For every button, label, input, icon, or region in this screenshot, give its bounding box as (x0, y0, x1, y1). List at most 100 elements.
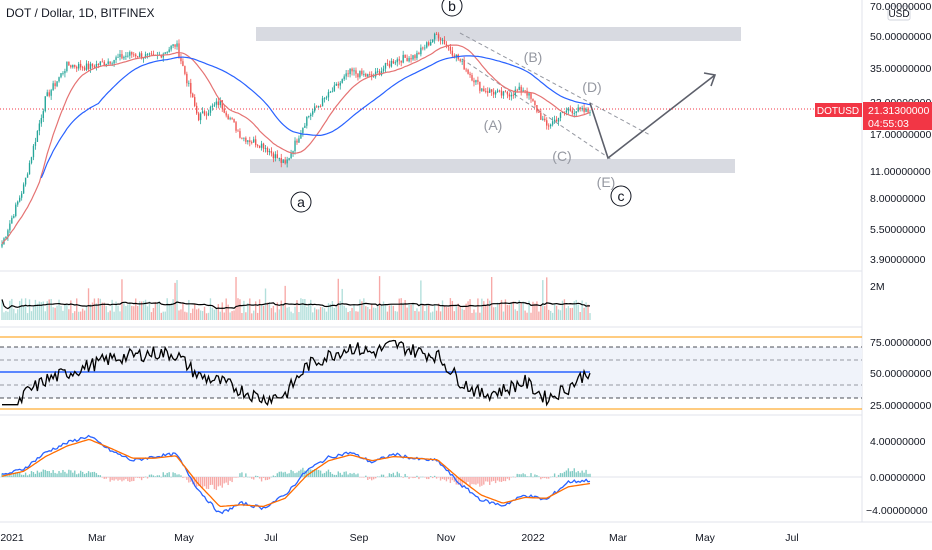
candle-up (494, 91, 497, 95)
macd-histogram-bar (262, 477, 265, 478)
volume-bar (471, 312, 473, 320)
candle-up (561, 112, 564, 114)
price-axis[interactable]: USD 70.00000000 50.00000000 35.00000000 … (870, 1, 931, 266)
macd-histogram-bar (506, 477, 509, 479)
candle-down (506, 92, 509, 95)
volume-bar (327, 303, 330, 320)
candle-up (168, 49, 170, 53)
candle-down (205, 114, 208, 116)
macd-histogram-bar (546, 477, 548, 479)
candle-down (152, 54, 155, 56)
volume-bar (461, 308, 463, 320)
time-label: Mar (88, 532, 107, 544)
candle-down (137, 56, 139, 58)
candle-down (266, 147, 269, 153)
candle-up (502, 91, 505, 96)
macd-histogram-bar (583, 472, 585, 477)
candle-down (534, 100, 536, 106)
volume-bar (298, 312, 300, 320)
candle-up (481, 88, 483, 91)
currency-badge[interactable] (887, 5, 911, 21)
volume-bar (3, 312, 5, 320)
macd-histogram-bar (548, 477, 550, 479)
macd-histogram-bar (374, 477, 377, 479)
macd-histogram-bar (561, 473, 564, 477)
macd-histogram-bar (435, 477, 438, 479)
macd-histogram-bar (123, 477, 125, 481)
macd-histogram-bar (184, 477, 186, 478)
volume-bar (288, 306, 290, 320)
price-tick: 8.00000000 (870, 193, 926, 205)
candle-down (258, 145, 261, 148)
macd-histogram-bar (50, 472, 52, 477)
macd-histogram-bar (160, 476, 162, 478)
macd-histogram-bar (209, 477, 212, 485)
candle-up (19, 197, 21, 202)
time-axis[interactable]: 2021 Mar May Jul Sep Nov 2022 Mar May Ju… (0, 532, 798, 544)
volume-bar (111, 299, 113, 320)
macd-histogram-bar (133, 477, 135, 482)
candle-down (140, 53, 143, 59)
volume-bar (109, 310, 111, 320)
candle-down (365, 74, 367, 77)
volume-bar (398, 298, 400, 320)
macd-histogram-bar (58, 471, 60, 477)
macd-histogram-bar (536, 475, 538, 477)
macd-histogram-bar (95, 473, 98, 477)
candle-up (32, 145, 35, 158)
macd-histogram-bar (42, 469, 44, 477)
macd-histogram-bar (280, 471, 282, 477)
candle-down (490, 89, 493, 92)
macd-histogram-bar (512, 476, 514, 478)
candle-down (437, 34, 440, 39)
candle-down (398, 59, 400, 61)
candle-down (296, 140, 298, 143)
macd-histogram-bar (569, 471, 572, 477)
volume-bar (300, 298, 302, 320)
candle-up (213, 104, 216, 106)
volume-bar (237, 298, 239, 320)
macd-histogram-bar (329, 472, 332, 477)
macd-histogram-bar (131, 477, 133, 482)
candle-down (392, 60, 395, 64)
candle-up (331, 91, 334, 93)
macd-histogram-bar (78, 473, 80, 477)
candle-up (28, 163, 31, 175)
volume-bar (396, 311, 398, 320)
macd-histogram-bar (113, 477, 115, 481)
candle-up (310, 114, 312, 117)
candle-down (74, 64, 76, 67)
macd-histogram-bar (378, 476, 381, 478)
macd-histogram-bar (359, 477, 361, 478)
volume-tick: 2M (870, 281, 885, 293)
volume-bar (577, 304, 579, 320)
volume-bar (520, 303, 522, 320)
volume-bar (7, 311, 9, 320)
candle-up (496, 90, 499, 92)
volume-bar (290, 311, 292, 320)
volume-bar (418, 311, 420, 320)
candle-down (483, 88, 485, 92)
macd-histogram-bar (201, 477, 204, 488)
volume-bar (64, 304, 66, 320)
candle-down (378, 71, 381, 76)
macd-histogram-bar (180, 475, 182, 477)
candle-up (549, 124, 552, 127)
volume-bar (42, 301, 44, 320)
macd-histogram-bar (327, 469, 330, 477)
macd-histogram-bar (15, 472, 17, 477)
volume-bar (367, 306, 369, 320)
candle-down (504, 91, 507, 93)
candle-down (512, 94, 514, 96)
macd-tick: 0.00000000 (870, 472, 926, 484)
volume-bar (361, 301, 363, 320)
macd-histogram-bar (26, 475, 29, 477)
volume-bar (36, 303, 39, 320)
macd-histogram-bar (64, 471, 66, 477)
macd-histogram-bar (549, 476, 552, 478)
wave-label-c: c (610, 185, 632, 207)
candle-up (219, 100, 221, 106)
macd-histogram-bar (331, 473, 334, 477)
macd-histogram-bar (266, 477, 269, 480)
